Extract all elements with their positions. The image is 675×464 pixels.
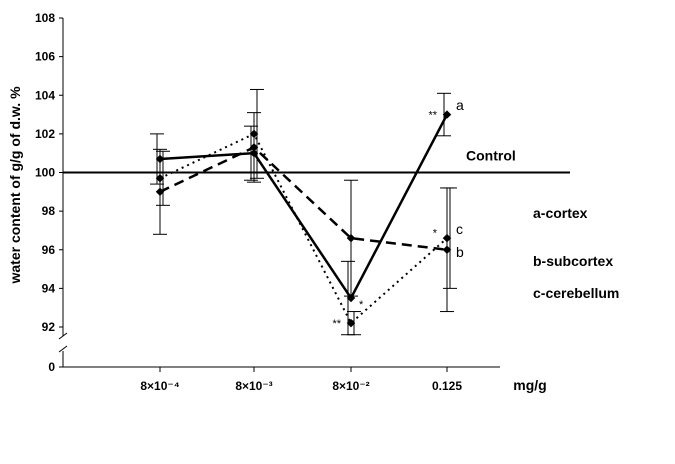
legend-entry: a-cortex: [533, 205, 588, 221]
series-end-label-a: a: [456, 97, 464, 113]
y-tick-label: 100: [35, 166, 55, 180]
data-point-c: [442, 233, 452, 243]
series-group: [150, 88, 457, 336]
significance-mark: **: [332, 318, 341, 330]
y-tick-label: 94: [42, 281, 56, 295]
axes: 92 94 96 98 100 102 104 106 108 0 8×10⁻⁴ 8×10⁻³ 8×10…: [7, 11, 547, 393]
axis-break-mark: [58, 332, 68, 340]
x-tick-label: 8×10⁻³: [235, 379, 272, 393]
legend-entry: b-subcortex: [533, 253, 613, 269]
y-tick-label: 102: [35, 127, 55, 141]
data-point-c: [155, 174, 165, 183]
data-point-c: [249, 129, 259, 139]
y-tick-label: 104: [35, 88, 55, 102]
series-end-label-b: b: [456, 244, 464, 260]
data-point-b: [155, 187, 165, 197]
series-end-label-c: c: [456, 221, 463, 237]
axis-break-mark: [58, 345, 68, 353]
legend-entry: c-cerebellum: [533, 285, 619, 301]
y-tick-label: 92: [42, 320, 56, 334]
series-line-c: [159, 132, 448, 325]
significance-mark: **: [428, 110, 437, 122]
control-reference: Control: [63, 148, 570, 174]
y-axis-title: water content of g/g of d.w. %: [7, 86, 23, 285]
control-label: Control: [466, 148, 516, 164]
x-tick-label: 8×10⁻⁴: [140, 379, 179, 393]
y-tick-label: 106: [35, 50, 55, 64]
y-tick-label: 108: [35, 11, 55, 25]
y-tick-label: 98: [42, 204, 56, 218]
data-point-c: [346, 318, 356, 328]
series-line-a: [159, 113, 449, 301]
x-tick-label: 0.125: [432, 379, 462, 393]
data-point-b: [249, 143, 259, 152]
y-tick-label: 0: [48, 360, 55, 374]
data-point-b: [442, 245, 452, 254]
series-line-b: [159, 145, 448, 251]
x-axis-title: mg/g: [513, 377, 546, 393]
significance-mark: *: [359, 299, 364, 311]
data-point-b: [346, 233, 356, 243]
x-tick-label: 8×10⁻²: [332, 379, 369, 393]
y-tick-label: 96: [42, 243, 56, 257]
significance-mark: *: [433, 227, 438, 239]
data-point-a: [442, 110, 452, 119]
